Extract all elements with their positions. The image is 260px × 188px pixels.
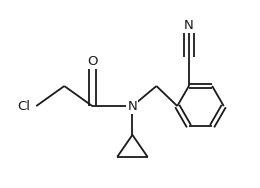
Text: O: O (87, 55, 98, 68)
Text: Cl: Cl (18, 100, 31, 113)
Text: N: N (184, 19, 194, 32)
Text: N: N (127, 100, 137, 113)
